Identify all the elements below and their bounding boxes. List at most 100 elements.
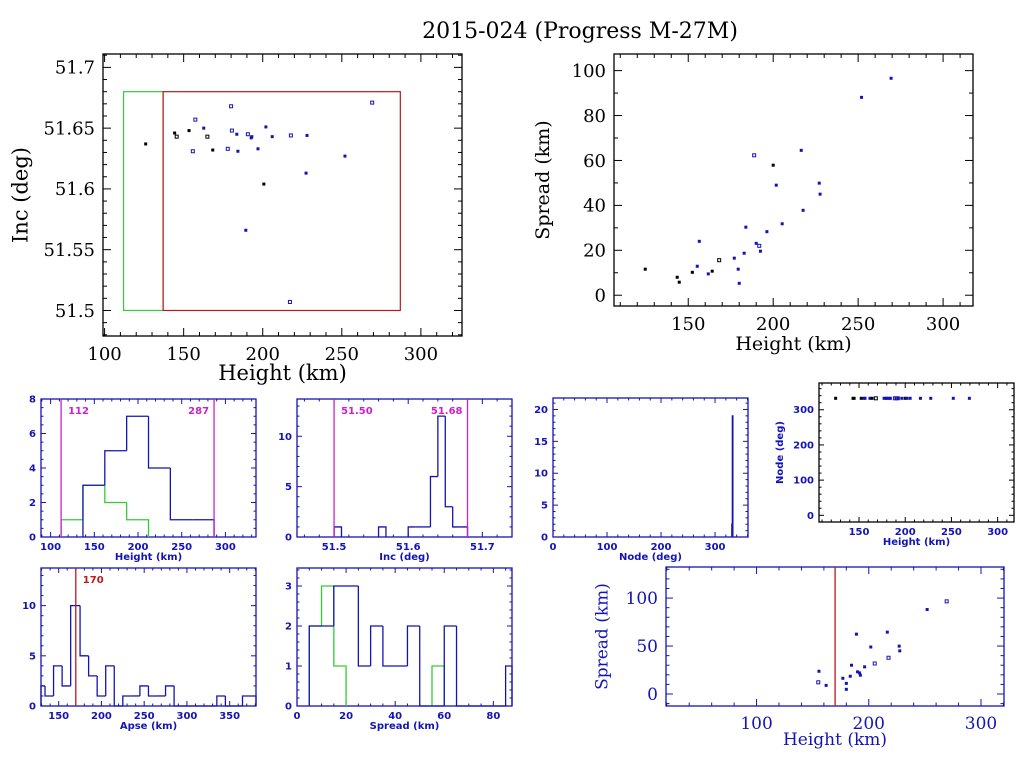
histogram-bin bbox=[147, 685, 158, 697]
data-point bbox=[817, 181, 821, 185]
data-point bbox=[173, 131, 177, 135]
histogram-bin bbox=[52, 665, 63, 696]
node-histogram-panel: 0 100 200 300 0 5 10 15 20 Node (deg) bbox=[534, 397, 749, 563]
data-point bbox=[885, 396, 889, 400]
x-tick-label: 200 bbox=[895, 527, 916, 538]
data-point bbox=[235, 132, 239, 136]
histogram-bin bbox=[104, 485, 127, 504]
x-tick-label: 300 bbox=[215, 542, 236, 553]
histogram-bin bbox=[251, 695, 257, 706]
y-tick-label: 0 bbox=[647, 685, 658, 705]
data-point bbox=[205, 134, 210, 139]
histogram-bin bbox=[216, 695, 226, 706]
histogram-bin bbox=[169, 468, 193, 521]
x-tick-label: 300 bbox=[176, 711, 197, 722]
x-tick-label: 200 bbox=[128, 542, 149, 553]
x-tick-label: 250 bbox=[325, 344, 359, 365]
histogram-bin bbox=[96, 675, 106, 697]
threshold-label: 51.50 bbox=[341, 406, 373, 417]
x-tick-label: 0 bbox=[550, 542, 557, 553]
data-point bbox=[187, 129, 191, 133]
data-point bbox=[343, 154, 347, 158]
x-axis-label: Height (km) bbox=[115, 552, 182, 563]
y-tick-label: 0 bbox=[807, 511, 814, 522]
y-tick-label: 51.5 bbox=[55, 301, 95, 322]
data-point bbox=[967, 396, 971, 400]
data-point bbox=[863, 396, 867, 400]
data-point bbox=[849, 663, 853, 667]
histogram-bin bbox=[241, 695, 252, 706]
y-tick-label: 10 bbox=[534, 469, 548, 480]
y-tick-label: 5 bbox=[541, 501, 548, 512]
histogram-bin bbox=[504, 665, 513, 706]
data-point bbox=[262, 182, 266, 186]
histogram-bin bbox=[406, 625, 420, 666]
data-point bbox=[202, 126, 206, 130]
y-tick-label: 5 bbox=[285, 482, 292, 493]
data-point bbox=[905, 396, 909, 400]
data-point bbox=[732, 256, 736, 260]
x-tick-label: 350 bbox=[219, 711, 240, 722]
histogram-bin bbox=[731, 415, 734, 537]
data-point bbox=[264, 125, 268, 129]
data-point bbox=[765, 230, 769, 234]
x-tick-label: 300 bbox=[705, 542, 726, 553]
data-point bbox=[918, 396, 922, 400]
x-axis-label: Height (km) bbox=[883, 537, 950, 548]
x-tick-label: 0 bbox=[294, 711, 301, 722]
data-point bbox=[858, 671, 862, 675]
histogram-bin bbox=[443, 625, 457, 706]
data-point bbox=[288, 133, 293, 138]
data-point bbox=[848, 674, 852, 678]
histogram-bin bbox=[308, 625, 334, 706]
histogram-bin bbox=[333, 586, 347, 706]
data-point bbox=[754, 241, 758, 245]
x-tick-label: 250 bbox=[941, 527, 962, 538]
data-point bbox=[897, 644, 901, 648]
data-point bbox=[854, 632, 858, 636]
data-point bbox=[190, 149, 195, 154]
y-tick-label: 51.55 bbox=[43, 240, 95, 261]
y-tick-label: 51.65 bbox=[43, 118, 95, 139]
y-tick-label: 60 bbox=[583, 151, 606, 172]
histogram-bin bbox=[407, 526, 416, 537]
data-point bbox=[885, 630, 889, 634]
x-tick-label: 300 bbox=[404, 344, 438, 365]
height-histogram-panel: 100 150 200 250 300 0 2 4 6 8 Height (km) 112 287 bbox=[29, 395, 257, 563]
y-tick-label: 200 bbox=[793, 440, 814, 451]
x-tick-label: 150 bbox=[48, 711, 69, 722]
histogram-bin bbox=[437, 415, 446, 477]
histogram-bin bbox=[147, 416, 171, 469]
data-point bbox=[863, 665, 867, 669]
data-point bbox=[870, 396, 874, 400]
histogram-bin bbox=[419, 626, 445, 707]
y-tick-label: 0 bbox=[285, 533, 292, 544]
threshold-label: 112 bbox=[68, 406, 89, 417]
data-point bbox=[370, 100, 375, 105]
data-point bbox=[236, 149, 240, 153]
threshold-label: 51.68 bbox=[431, 406, 463, 417]
x-tick-label: 51.5 bbox=[322, 542, 347, 553]
data-point bbox=[929, 396, 933, 400]
histogram-bin bbox=[105, 665, 115, 696]
data-point bbox=[852, 396, 856, 400]
y-tick-label: 51.6 bbox=[55, 179, 95, 200]
x-tick-label: 20 bbox=[339, 711, 353, 722]
data-point bbox=[717, 258, 722, 263]
y-tick-label: 300 bbox=[793, 405, 814, 416]
data-point bbox=[697, 239, 701, 243]
histogram-bin bbox=[104, 450, 127, 486]
data-point bbox=[841, 676, 845, 680]
x-tick-label: 300 bbox=[987, 527, 1008, 538]
histogram-bin bbox=[369, 625, 383, 666]
y-axis-label: Spread (km) bbox=[532, 120, 554, 239]
y-tick-label: 2 bbox=[29, 498, 36, 509]
data-point bbox=[872, 661, 877, 666]
histogram-bin bbox=[192, 519, 215, 537]
histogram-bin bbox=[164, 685, 175, 696]
data-point bbox=[744, 225, 748, 229]
histogram-bin bbox=[431, 665, 445, 706]
y-tick-label: 1 bbox=[285, 662, 292, 673]
spread-histogram-panel: 0 20 40 60 80 0 1 2 3 Spread (km) bbox=[285, 567, 513, 732]
data-point bbox=[174, 134, 179, 139]
